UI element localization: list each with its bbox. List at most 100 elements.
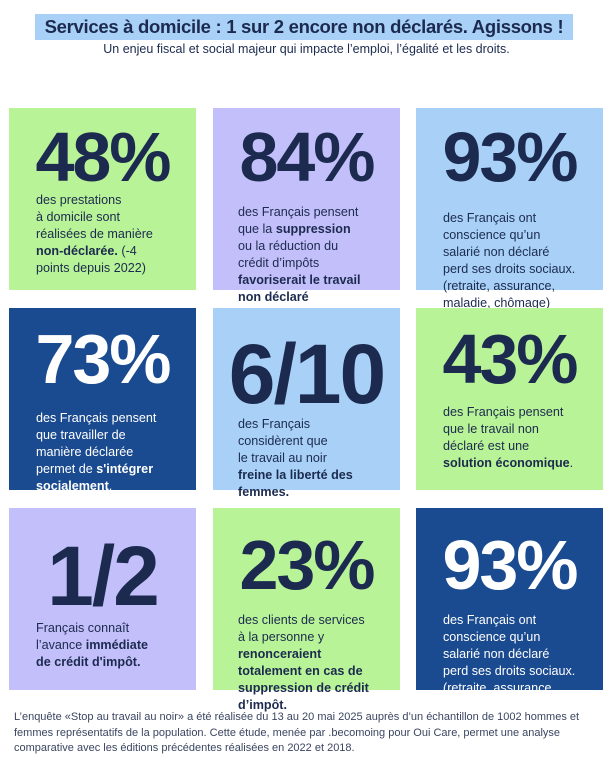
text: (-4	[117, 244, 137, 258]
text: des Français	[238, 417, 311, 431]
stat-description: des Français ont conscience qu’un salarié …	[443, 612, 575, 714]
description-line: des Français ont	[443, 612, 575, 629]
emphasis-text: freine la liberté des	[238, 468, 353, 482]
text: permet de	[36, 462, 97, 476]
description-line: que travailler de	[36, 427, 156, 444]
emphasis-text: immédiate	[85, 638, 149, 652]
text: le travail au noir	[238, 451, 327, 465]
description-line: points depuis 2022)	[36, 260, 153, 277]
text: perd ses droits sociaux.	[443, 262, 576, 276]
emphasis-text: de crédit d'impôt.	[36, 655, 141, 669]
description-line: totalement en cas de	[238, 663, 369, 680]
description-line: permet de s'intégrer	[36, 461, 156, 478]
description-line: favoriserait le travail	[238, 272, 361, 289]
emphasis-text: femmes.	[238, 485, 290, 499]
description-line: salarié non déclaré	[443, 646, 575, 663]
page-title: Services à domicile : 1 sur 2 encore non…	[35, 14, 573, 40]
text: à domicile sont	[36, 210, 120, 224]
stat-card-43-percent: 43% des Français pensent que le travail no…	[416, 308, 603, 490]
text: conscience qu’un	[443, 228, 541, 242]
description-line: suppression de crédit	[238, 680, 369, 697]
description-line: non-déclarée. (-4	[36, 243, 153, 260]
description-line: (retraite, assurance,	[443, 278, 575, 295]
stat-card-73-percent: 73% des Français pensent que travailler de…	[9, 308, 196, 493]
description-line: ou la réduction du	[238, 238, 361, 255]
stat-description: des Français considèrent que le travail au…	[238, 416, 353, 501]
text: des prestations	[36, 193, 122, 207]
text: que le travail non	[443, 422, 539, 436]
text: ou la réduction du	[238, 239, 339, 253]
text: maladie, chômage)	[443, 698, 551, 712]
text: .	[569, 456, 574, 470]
text: (retraite, assurance,	[443, 681, 555, 695]
text: manière déclarée	[36, 445, 134, 459]
description-line: des prestations	[36, 192, 153, 209]
survey-footnote: L’enquête «Stop au travail au noir» a ét…	[14, 711, 580, 754]
description-line: que le travail non	[443, 421, 573, 438]
stat-card-93-percent-b: 93% des Français ont conscience qu’un salar…	[416, 508, 603, 712]
description-line: non déclaré	[238, 289, 361, 306]
emphasis-text: solution économique	[443, 456, 570, 470]
text: .	[108, 479, 113, 493]
page-subtitle: Un enjeu fiscal et social majeur qui imp…	[103, 42, 510, 56]
text: l’avance	[36, 638, 86, 652]
stat-description: Français connaît l’avance immédiate de cré…	[36, 620, 148, 671]
description-line: à domicile sont	[36, 209, 153, 226]
stat-card-48-percent: 48% des prestations à domicile sont réalisé…	[9, 108, 196, 290]
description-line: le travail au noir	[238, 450, 353, 467]
description-line: perd ses droits sociaux.	[443, 261, 575, 278]
stat-card-1-of-2: 1/2 Français connaît l’avance immédiate de …	[9, 508, 196, 690]
text: que la	[238, 222, 276, 236]
text: des Français pensent	[443, 405, 564, 419]
text: perd ses droits sociaux.	[443, 664, 576, 678]
description-line: des clients de services	[238, 612, 369, 629]
description-line: conscience qu’un	[443, 227, 575, 244]
emphasis-text: suppression de crédit	[238, 681, 369, 695]
text: des Français pensent	[36, 411, 157, 425]
text: des Français ont	[443, 613, 537, 627]
description-line: perd ses droits sociaux.	[443, 663, 575, 680]
stat-description: des Français pensent que le travail non dé…	[443, 404, 573, 472]
stat-number: 43%	[442, 320, 578, 398]
description-line: socialement.	[36, 478, 156, 495]
description-line: des Français pensent	[238, 204, 361, 221]
text: maladie, chômage)	[443, 296, 551, 310]
description-line: de crédit d'impôt.	[36, 654, 148, 671]
description-line: réalisées de manière	[36, 226, 153, 243]
stat-description: des Français pensent que la suppression ou…	[238, 204, 361, 306]
description-line: que la suppression	[238, 221, 361, 238]
text: des Français pensent	[238, 205, 359, 219]
stat-card-84-percent: 84% des Français pensent que la suppressio…	[213, 108, 400, 304]
description-line: conscience qu’un	[443, 629, 575, 646]
stat-description: des Français ont conscience qu’un salarié …	[443, 210, 575, 312]
description-line: Français connaît	[36, 620, 148, 637]
description-line: solution économique.	[443, 455, 573, 472]
stat-number: 1/2	[47, 529, 160, 623]
description-line: crédit d’impôts	[238, 255, 361, 272]
text: que travailler de	[36, 428, 126, 442]
description-line: (retraite, assurance,	[443, 680, 575, 697]
text: crédit d’impôts	[238, 256, 320, 270]
emphasis-text: favoriserait le travail	[238, 273, 361, 287]
description-line: l’avance immédiate	[36, 637, 148, 654]
emphasis-text: socialement	[36, 479, 109, 493]
description-line: des Français	[238, 416, 353, 433]
stat-number: 93%	[442, 526, 578, 604]
text: déclaré est une	[443, 439, 530, 453]
description-line: considèrent que	[238, 433, 353, 450]
stat-number: 48%	[35, 118, 171, 196]
description-line: manière déclarée	[36, 444, 156, 461]
text: à la personne y	[238, 630, 325, 644]
text: considèrent que	[238, 434, 328, 448]
text: salarié non déclaré	[443, 245, 550, 259]
description-line: maladie, chômage)	[443, 697, 575, 714]
description-line: renonceraient	[238, 646, 369, 663]
stat-number: 23%	[239, 526, 375, 604]
emphasis-text: s'intégrer	[96, 462, 154, 476]
stat-description: des clients de services à la personne y re…	[238, 612, 369, 714]
stat-number: 84%	[239, 118, 375, 196]
description-line: des Français pensent	[443, 404, 573, 421]
stat-number: 93%	[442, 118, 578, 196]
stat-description: des Français pensent que travailler de man…	[36, 410, 156, 495]
emphasis-text: totalement en cas de	[238, 664, 363, 678]
